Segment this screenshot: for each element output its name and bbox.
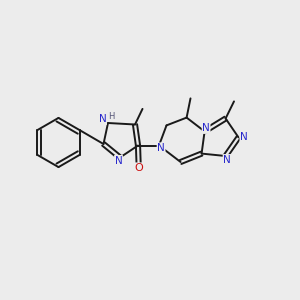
- Text: N: N: [115, 155, 122, 166]
- Text: N: N: [223, 154, 231, 165]
- Text: N: N: [240, 132, 248, 142]
- Text: O: O: [134, 163, 143, 173]
- Text: N: N: [99, 114, 106, 124]
- Text: N: N: [157, 143, 165, 153]
- Text: H: H: [108, 112, 115, 121]
- Text: N: N: [202, 123, 210, 134]
